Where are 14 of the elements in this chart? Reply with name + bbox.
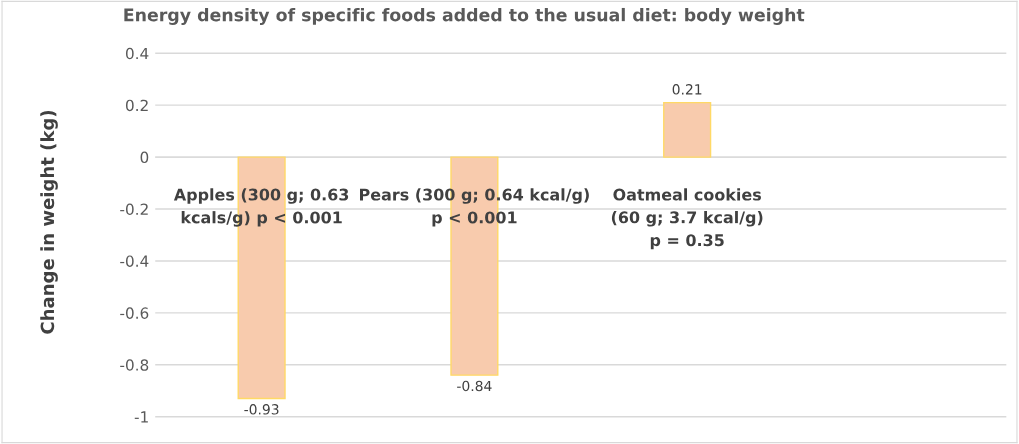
data-label: -0.93 bbox=[244, 404, 279, 415]
data-label: -0.84 bbox=[457, 380, 492, 392]
y-tick-label: -0.6 bbox=[120, 307, 149, 319]
data-label: 0.21 bbox=[672, 84, 702, 95]
y-tick-label: 0.2 bbox=[125, 99, 148, 112]
y-tick-label: 0.4 bbox=[125, 47, 149, 60]
x-tick-label: Oatmeal cookies (60 g; 3.7 kcal/g) p = 0.35 bbox=[611, 188, 763, 250]
y-axis-title: Change in weight (kg) bbox=[40, 110, 58, 334]
y-tick-label: -0.8 bbox=[120, 359, 149, 371]
y-tick-label: -0.2 bbox=[120, 203, 148, 216]
chart-title: Energy density of specific foods added to the usual diet: body weight bbox=[124, 7, 805, 25]
y-tick-label: -0.4 bbox=[120, 255, 149, 267]
y-tick-label: -1 bbox=[134, 411, 148, 423]
y-tick-label: 0 bbox=[140, 151, 149, 164]
